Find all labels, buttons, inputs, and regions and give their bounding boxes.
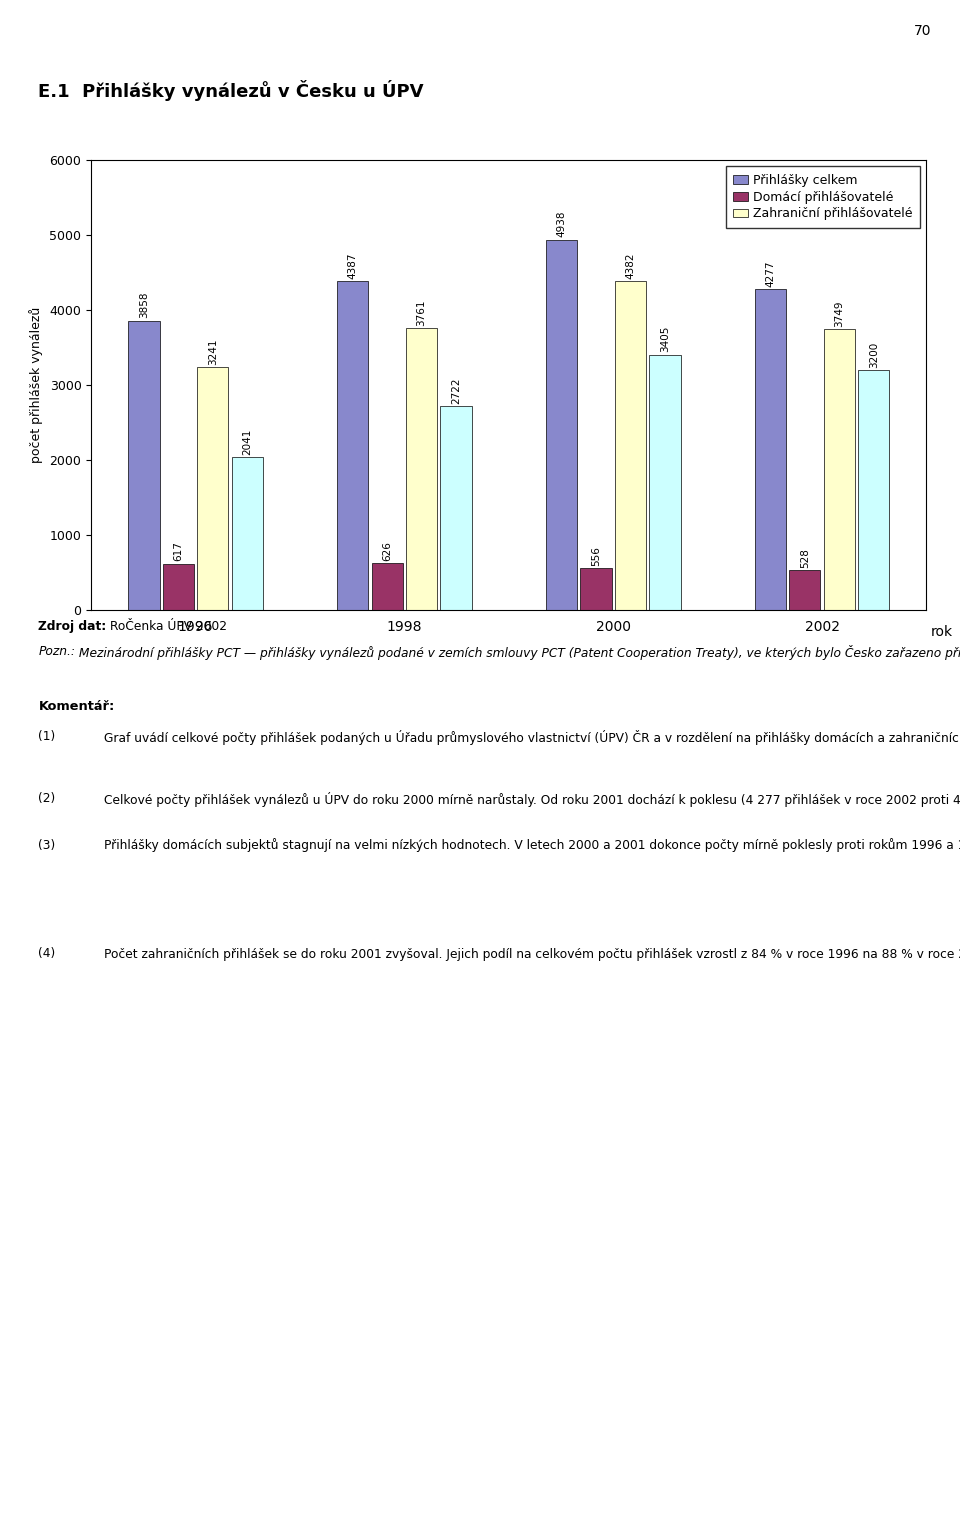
Text: Komentář:: Komentář: [38,701,114,713]
Y-axis label: počet přihlášek vynálezů: počet přihlášek vynálezů [29,307,42,463]
Bar [755,289,786,610]
Text: Přihlášky domácích subjektů stagnují na velmi nízkých hodnotech. V letech 2000 a: Přihlášky domácích subjektů stagnují na … [104,838,960,852]
Text: RoČenka ÚPV 2002: RoČenka ÚPV 2002 [106,620,227,632]
Text: Graf uvádí celkové počty přihlášek podaných u Úřadu průmyslového vlastnictví (ÚP: Graf uvádí celkové počty přihlášek podan… [104,729,960,744]
Legend: Přihlášky celkem, Domácí přihlášovatelé, Zahraniční přihlášovatelé: Přihlášky celkem, Domácí přihlášovatelé,… [726,166,920,228]
Text: Pozn.:: Pozn.: [38,645,76,658]
Text: Počet zahraničních přihlášek se do roku 2001 zvyšoval. Jejich podíl na celkovém : Počet zahraničních přihlášek se do roku … [104,947,960,961]
Bar [614,281,646,610]
Text: 3749: 3749 [834,300,844,327]
Text: 3200: 3200 [869,342,878,368]
Text: 4382: 4382 [625,253,636,278]
Text: 2722: 2722 [451,377,461,404]
Text: (3): (3) [38,838,56,852]
Bar [197,368,228,610]
Bar [372,563,403,610]
Bar [162,564,194,610]
Bar [649,354,681,610]
Text: E.1  Přihlášky vynálezů v Česku u ÚPV: E.1 Přihlášky vynálezů v Česku u ÚPV [38,80,424,101]
Bar [580,569,612,610]
Text: Celkové počty přihlášek vynálezů u ÚPV do roku 2000 mírně narůstaly. Od roku 200: Celkové počty přihlášek vynálezů u ÚPV d… [104,791,960,806]
Bar [824,328,855,610]
Text: 556: 556 [591,546,601,566]
Bar [789,570,821,610]
Text: 617: 617 [174,542,183,561]
Text: (1): (1) [38,729,56,743]
Text: 3761: 3761 [417,300,426,325]
Text: 528: 528 [800,548,810,569]
Text: 626: 626 [382,542,393,561]
Bar [858,371,889,610]
Text: 70: 70 [914,24,931,38]
Text: 3858: 3858 [139,292,149,318]
Bar [441,405,471,610]
Text: 2041: 2041 [242,428,252,455]
Text: 4938: 4938 [557,210,566,238]
Bar [129,321,159,610]
Text: Zdroj dat:: Zdroj dat: [38,620,107,632]
Text: 4277: 4277 [765,260,776,287]
Text: rok: rok [931,625,953,638]
Bar [231,457,263,610]
Bar [337,281,369,610]
Bar [546,239,577,610]
Bar [406,328,438,610]
Text: 4387: 4387 [348,253,358,278]
Text: (2): (2) [38,791,56,805]
Text: (4): (4) [38,947,56,961]
Text: 3241: 3241 [207,339,218,365]
Text: Mezinárodní přihlášky PCT — přihlášky vynálezů podané v zemích smlouvy PCT (Pate: Mezinárodní přihlášky PCT — přihlášky vy… [75,645,960,660]
Text: 3405: 3405 [660,325,670,353]
